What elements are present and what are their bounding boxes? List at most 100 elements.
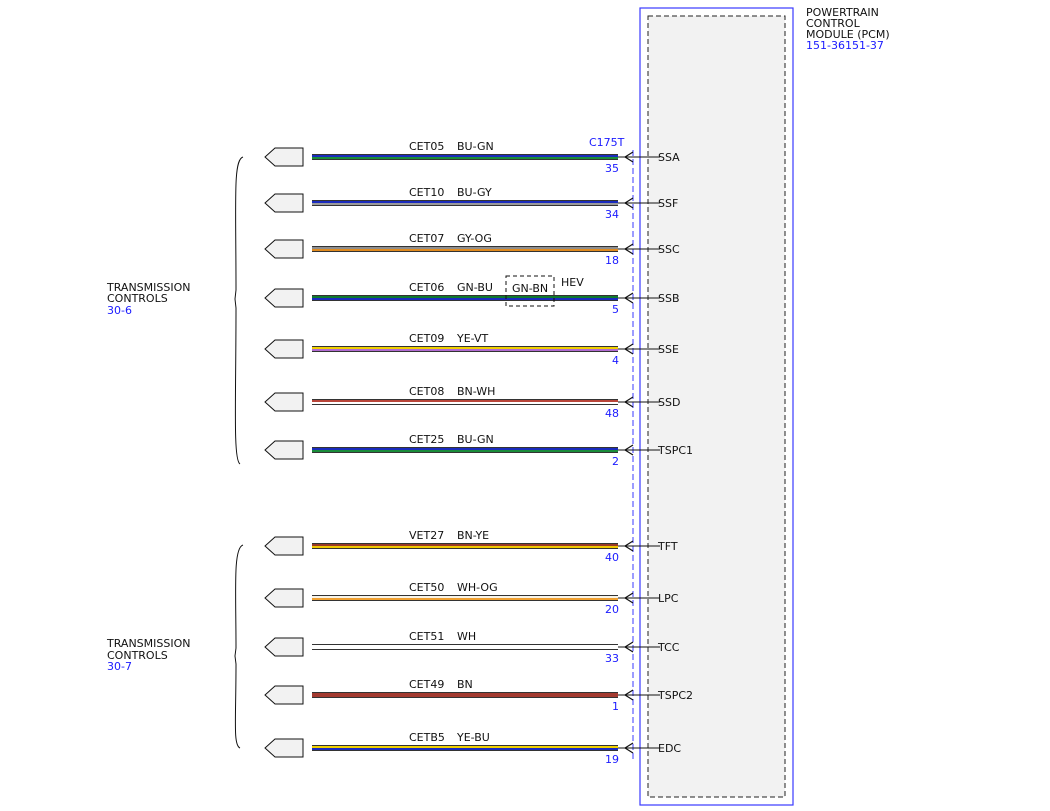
group-2-brace [234,544,244,749]
option-box [505,275,555,307]
terminal-connector-cet08[interactable] [264,392,304,412]
pin-number: 34 [605,208,619,221]
wire-color-code: GY-OG [457,232,492,245]
pin-number: 4 [612,354,619,367]
wire-color-code: YE-BU [456,731,490,744]
pin-arrow-icon [624,592,634,604]
wire-stripe-2-cet09 [312,349,618,351]
terminal-connector-cet49[interactable] [264,685,304,705]
pin-arrow-icon [624,151,634,163]
circuit-number: CET25 [409,433,444,446]
signal-name: EDC [658,742,681,755]
wire-color-code: BN-WH [457,385,495,398]
pin-arrow-icon [624,343,634,355]
pin-arrow-icon [624,396,634,408]
pin-arrow-icon [624,689,634,701]
signal-name: LPC [658,592,679,605]
pin-number: 20 [605,603,619,616]
wire-stripe-1-cet25 [312,448,618,450]
pin-number: 40 [605,551,619,564]
group-2-ref-link[interactable]: 30-7 [107,660,132,673]
wire-color-code: BU-GY [457,186,492,199]
signal-name: TSPC1 [657,444,693,457]
terminal-connector-cet06[interactable] [264,288,304,308]
circuit-number: CET07 [409,232,444,245]
group-1-brace [234,156,244,465]
pin-number: 19 [605,753,619,766]
wire-color-code: BN-YE [457,529,489,542]
signal-name: SSC [658,243,680,256]
terminal-connector-cet50[interactable] [264,588,304,608]
circuit-number: VET27 [409,529,444,542]
signal-name: SSB [658,292,680,305]
circuit-number: CET05 [409,140,444,153]
wire-stripe-1-cetb5 [312,746,618,748]
wire-color-code: WH-OG [457,581,498,594]
wire-color-code: GN-BU [457,281,493,294]
wire-color-code: WH [457,630,476,643]
wire-stripe-2-cet05 [312,157,618,159]
signal-name: SSF [658,197,678,210]
terminal-connector-cetb5[interactable] [264,738,304,758]
group-1-ref-link[interactable]: 30-6 [107,304,132,317]
terminal-connector-cet05[interactable] [264,147,304,167]
wire-color-code: YE-VT [456,332,489,345]
module-title-line-2: CONTROL [806,17,861,30]
pin-arrow-icon [624,243,634,255]
circuit-number: CET49 [409,678,444,691]
pin-arrow-icon [624,641,634,653]
module-ref-link[interactable]: 151-36151-37 [806,39,884,52]
circuit-rows: CET05 BU-GN 35 SSA CET10 BU-GY 34 SSF CET07 GY-OG… [264,140,693,766]
pin-number: 35 [605,162,619,175]
group-2-label-line-2: CONTROLS [107,649,168,662]
pin-arrow-icon [624,444,634,456]
circuit-number: CETB5 [409,731,445,744]
pin-arrow-icon [624,540,634,552]
terminal-connector-cet09[interactable] [264,339,304,359]
wire-stripe-2-cet07 [312,249,618,251]
wire-stripe-2-cet49 [312,695,618,697]
wire-stripe-2-cet10 [312,203,618,205]
wire-color-code: BU-GN [457,433,494,446]
signal-name: TFT [657,540,678,553]
pin-number: 33 [605,652,619,665]
pin-number: 2 [612,455,619,468]
terminal-connector-cet25[interactable] [264,440,304,460]
wire-stripe-2-cet51 [312,647,618,649]
pin-arrow-icon [624,742,634,754]
terminal-connector-cet10[interactable] [264,193,304,213]
group-1-label-line-2: CONTROLS [107,292,168,305]
wire-color-code: BN [457,678,473,691]
option-color-code: GN-BN [512,282,548,295]
wire-stripe-1-cet06 [312,296,618,298]
wire-stripe-1-cet05 [312,155,618,157]
option-label: HEV [561,276,584,289]
wire-stripe-1-cet49 [312,693,618,695]
wire-stripe-1-cet50 [312,596,618,598]
pin-arrow-icon [624,292,634,304]
wire-stripe-1-cet08 [312,400,618,402]
circuit-number: CET51 [409,630,444,643]
wire-stripe-1-cet10 [312,201,618,203]
group-2-label-line-1: TRANSMISSION [106,637,190,650]
pcm-outer-border [639,7,794,806]
circuit-number: CET08 [409,385,444,398]
signal-name: SSE [658,343,679,356]
terminal-connector-cet07[interactable] [264,239,304,259]
circuit-number: CET10 [409,186,444,199]
terminal-connector-vet27[interactable] [264,536,304,556]
connector-id: C175T [589,136,625,149]
module-title-line-3: MODULE (PCM) [806,28,890,41]
wire-stripe-1-cet07 [312,247,618,249]
circuit-number: CET50 [409,581,444,594]
wire-stripe-2-vet27 [312,546,618,548]
terminal-connector-cet51[interactable] [264,637,304,657]
signal-name: TSPC2 [657,689,693,702]
wire-stripe-1-vet27 [312,544,618,546]
signal-name: TCC [657,641,680,654]
pcm-inner-panel [647,15,786,798]
pin-arrow-icon [624,197,634,209]
wire-stripe-2-cet50 [312,598,618,600]
circuit-number: CET09 [409,332,444,345]
